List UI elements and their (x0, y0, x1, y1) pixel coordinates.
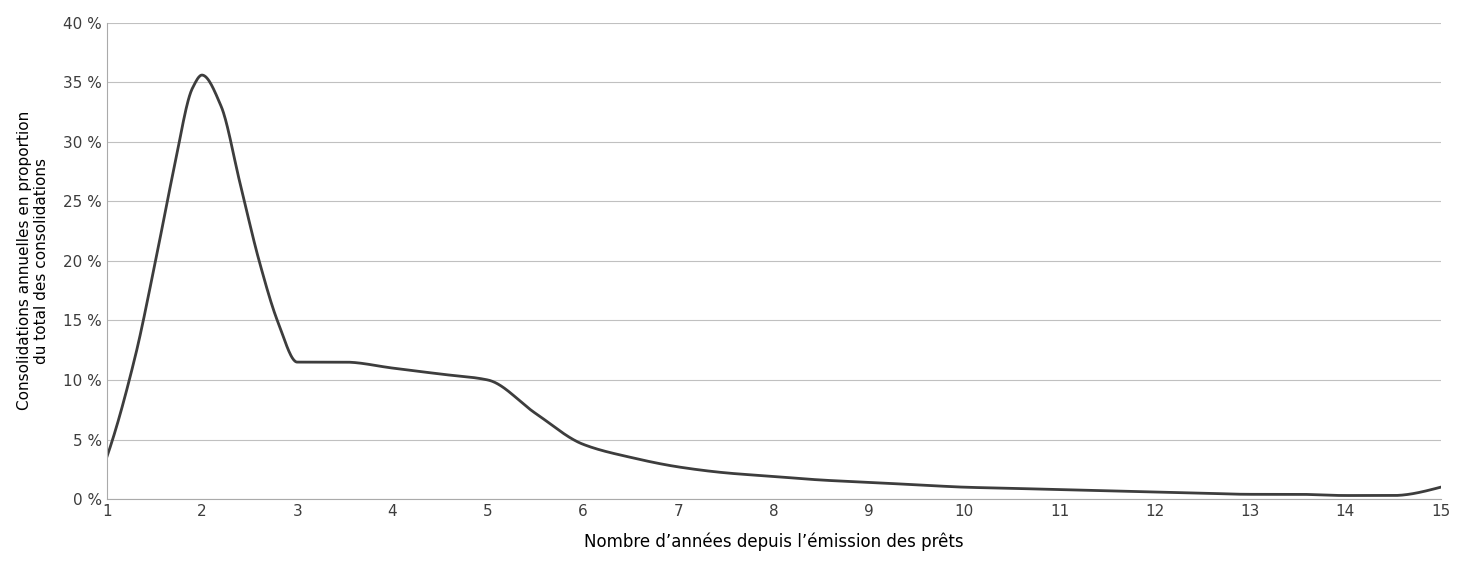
Y-axis label: Consolidations annuelles en proportion
du total des consolidations: Consolidations annuelles en proportion d… (16, 111, 48, 411)
X-axis label: Nombre d’années depuis l’émission des prêts: Nombre d’années depuis l’émission des pr… (584, 533, 964, 552)
